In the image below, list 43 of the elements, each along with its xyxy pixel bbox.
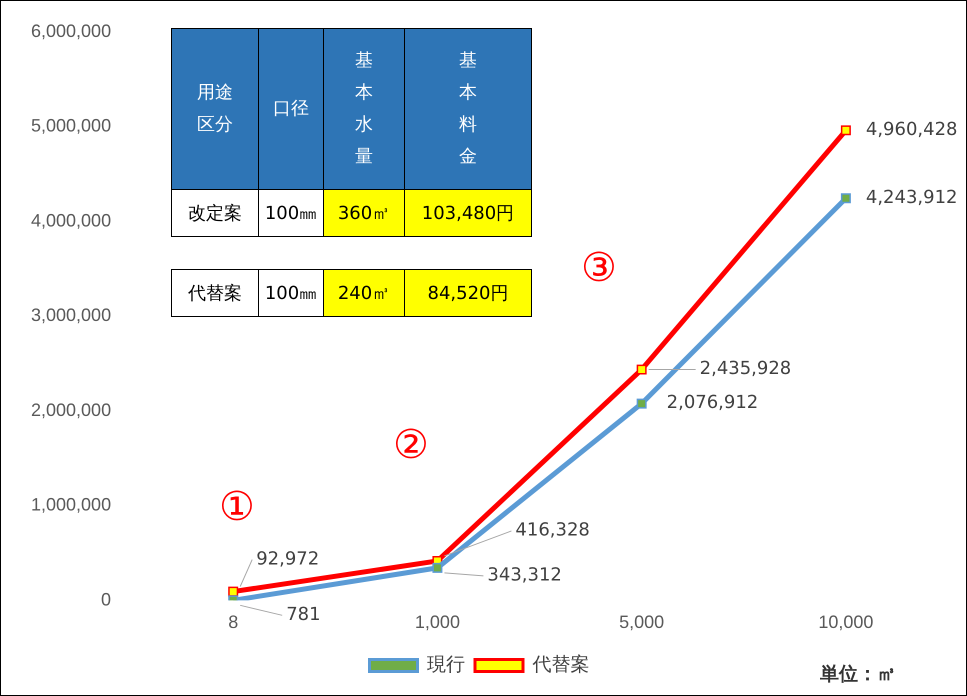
text: 100㎜ bbox=[264, 283, 318, 304]
text: 単位：㎥ bbox=[820, 662, 896, 687]
y-tick-label: 6,000,000 bbox=[31, 20, 112, 41]
data-label: 4,960,428 bbox=[866, 118, 958, 140]
y-tick-label: 2,000,000 bbox=[31, 400, 112, 420]
point bbox=[840, 125, 851, 136]
annotation: ③ bbox=[581, 245, 617, 291]
x-tick-label: 1,000 bbox=[414, 612, 460, 632]
legend-label: 代替案 bbox=[532, 654, 590, 676]
data-label: 2,435,928 bbox=[700, 358, 792, 380]
x-tick-label: 8 bbox=[228, 612, 238, 632]
point bbox=[636, 364, 647, 375]
y-tick-label: 0 bbox=[101, 589, 112, 610]
category-label: 用途区分 bbox=[196, 81, 234, 137]
y-tick-label: 3,000,000 bbox=[31, 305, 112, 326]
text: 100㎜ bbox=[264, 203, 318, 224]
text: 103,480円 bbox=[422, 203, 514, 224]
data-label: 416,328 bbox=[515, 520, 590, 541]
point bbox=[228, 586, 238, 597]
legend-label: 現行 bbox=[427, 654, 465, 676]
point bbox=[636, 398, 647, 409]
y-tick-label: 5,000,000 bbox=[31, 116, 112, 136]
text: 代替案 bbox=[188, 283, 242, 304]
data-label: 781 bbox=[286, 604, 321, 625]
data-label: 92,972 bbox=[256, 548, 320, 570]
y-tick-label: 4,000,000 bbox=[31, 210, 112, 230]
data-label: 4,243,912 bbox=[866, 186, 958, 208]
text: 改定案 bbox=[188, 203, 242, 224]
x-tick-label: 10,000 bbox=[818, 612, 874, 632]
text: 84,520円 bbox=[428, 283, 508, 304]
annotation: ② bbox=[393, 422, 429, 468]
data-label: 343,312 bbox=[487, 564, 562, 586]
point bbox=[432, 562, 442, 573]
category-label: 基本水量 bbox=[354, 49, 374, 169]
point bbox=[840, 193, 851, 204]
category-label: 基本料金 bbox=[458, 49, 478, 169]
data-label: 2,076,912 bbox=[666, 392, 758, 414]
category-label: 口径 bbox=[272, 97, 310, 121]
text: 240㎥ bbox=[338, 283, 390, 304]
x-tick-label: 5,000 bbox=[619, 612, 664, 632]
text: 360㎥ bbox=[338, 203, 390, 224]
y-tick-label: 1,000,000 bbox=[31, 494, 112, 515]
annotation: ① bbox=[219, 484, 255, 530]
